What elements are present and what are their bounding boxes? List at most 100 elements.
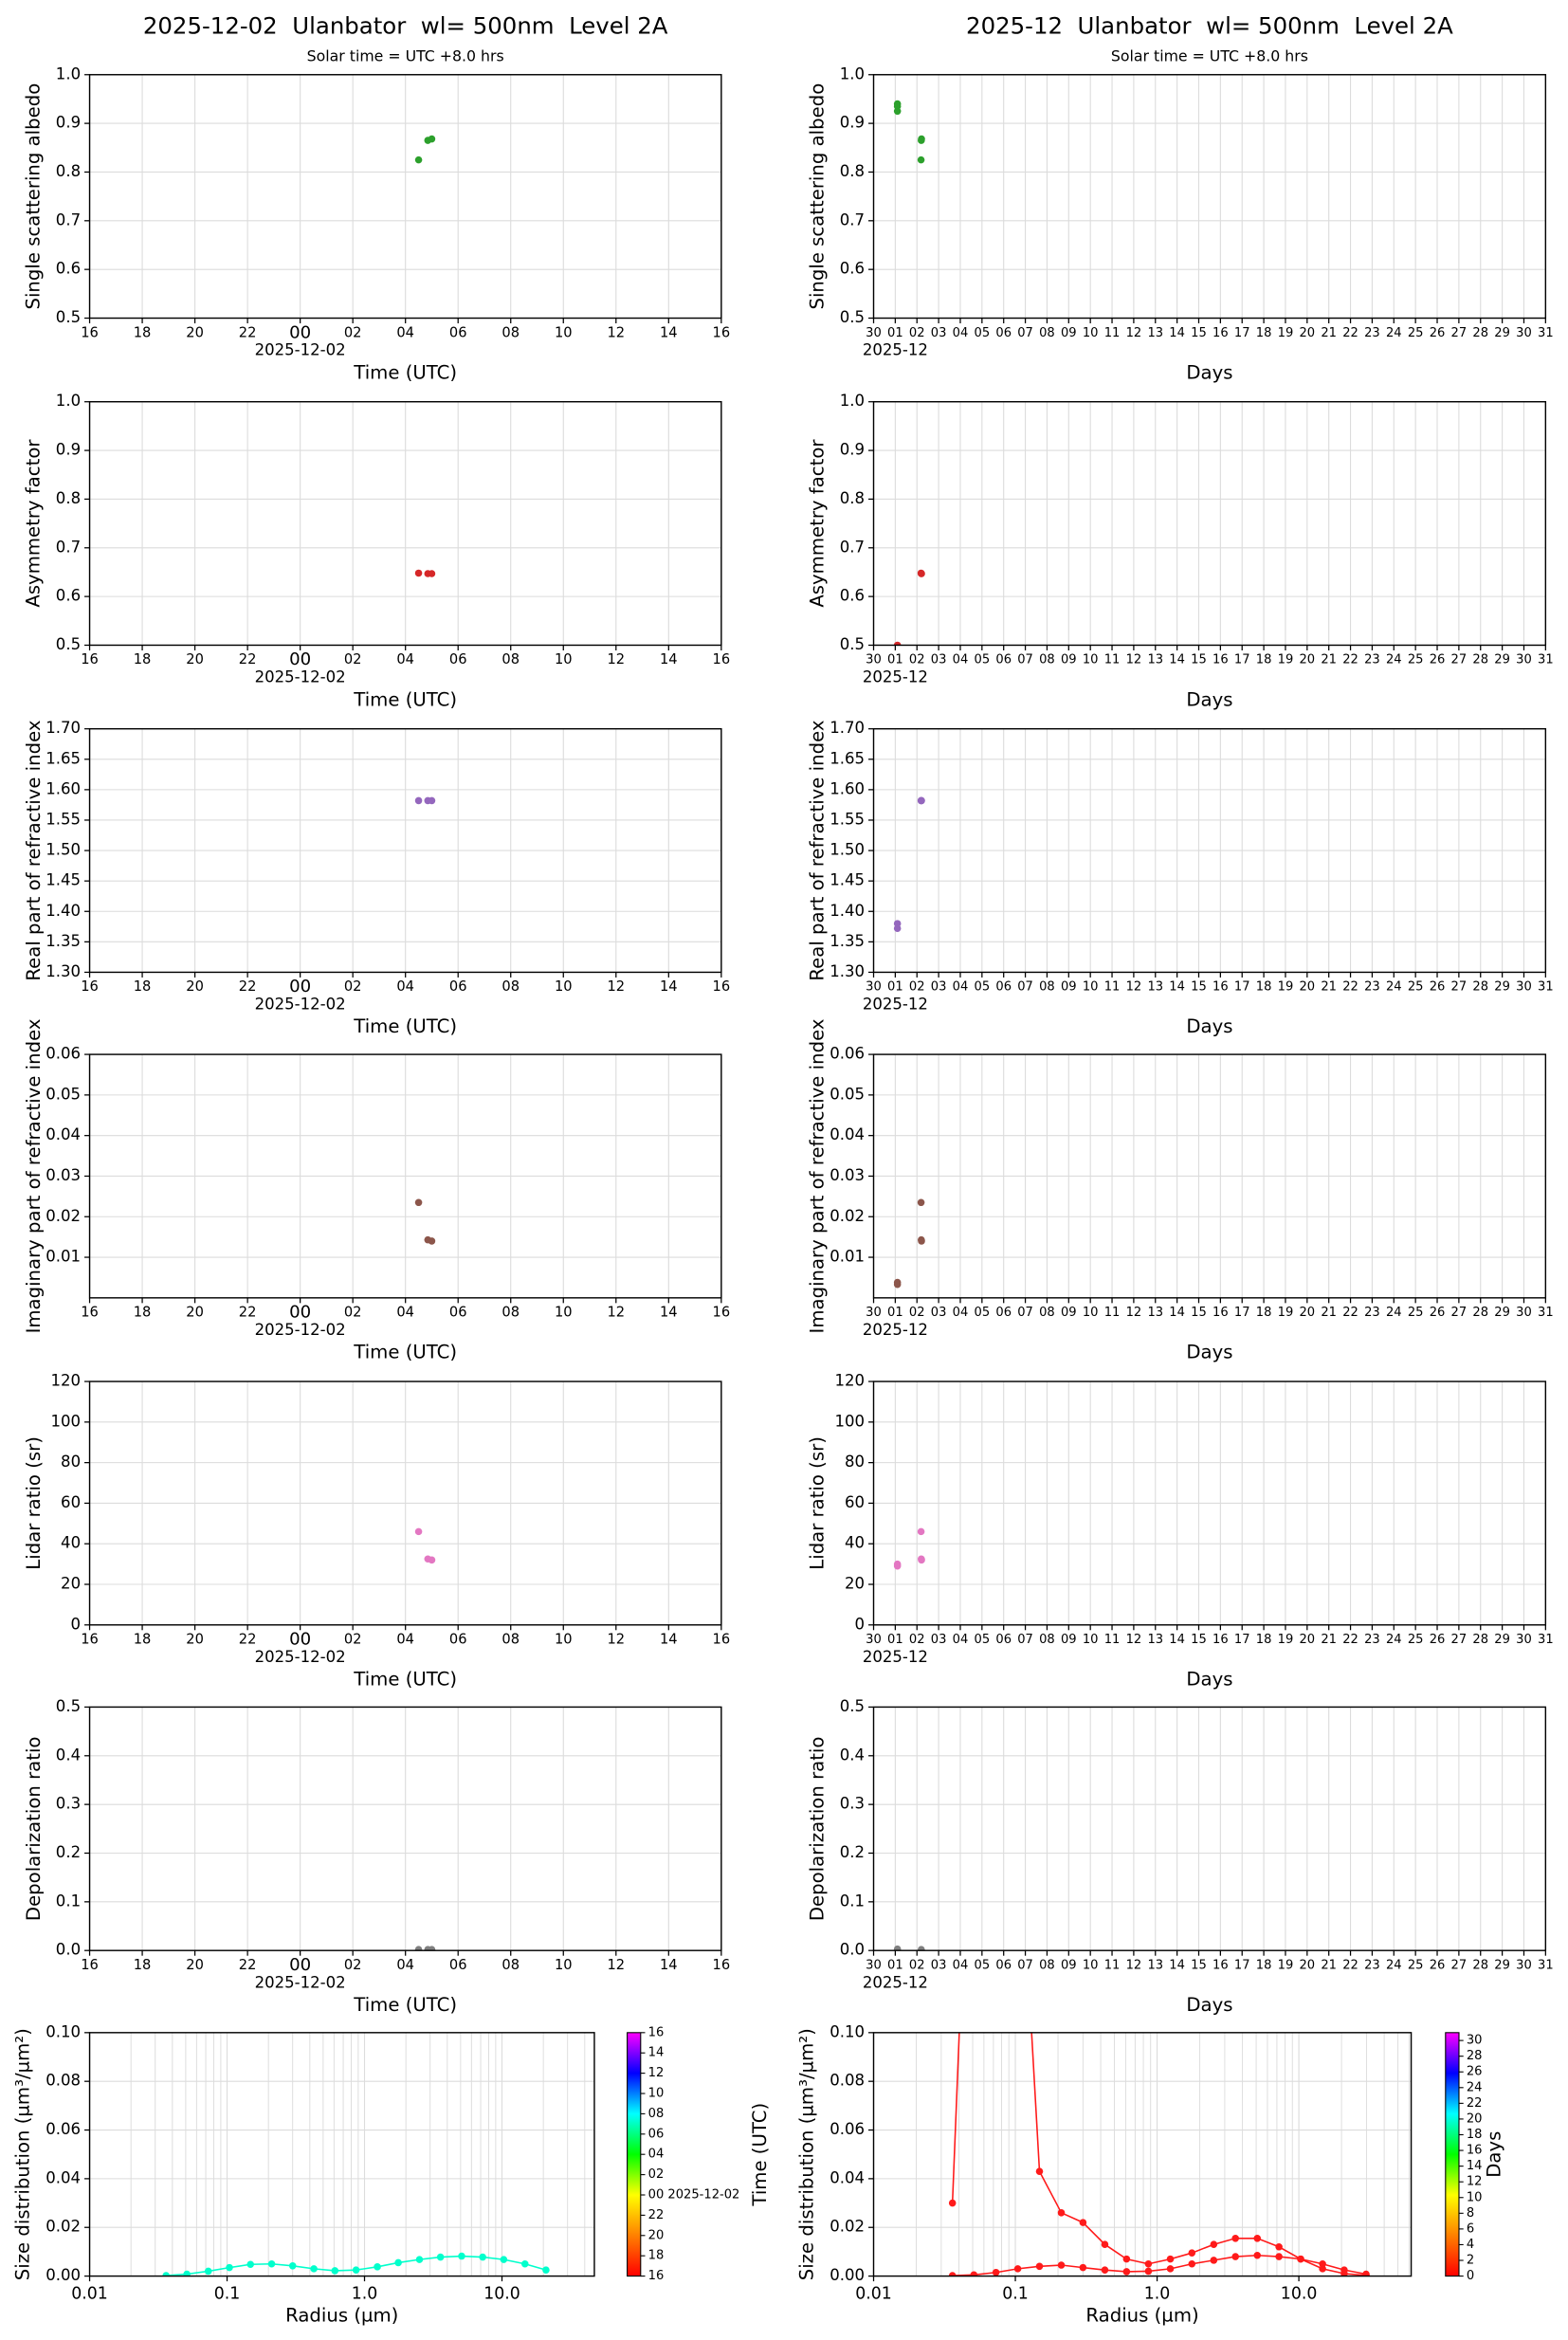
x-tick-label: 19 (1278, 653, 1294, 667)
x-tick-label: 27 (1451, 326, 1468, 340)
plot-area (414, 796, 436, 805)
y-tick-label: 40 (61, 1534, 81, 1552)
x-tick-label: 15 (1191, 1633, 1207, 1647)
y-tick-label: 0.7 (56, 538, 81, 556)
axes-frame (88, 74, 722, 320)
point (428, 570, 436, 577)
y-tick-label: 0.00 (46, 2266, 81, 2284)
x-tick-label: 06 (995, 1633, 1012, 1647)
x-tick-label: 26 (1430, 1633, 1446, 1647)
y-tick-label: 0.7 (840, 538, 865, 556)
x-tick-label: 04 (953, 1306, 969, 1320)
x-tick-label: 13 (1147, 1306, 1163, 1320)
x-date-label: 2025-12 (863, 996, 928, 1014)
colorbar-tick-label: 24 (1467, 2080, 1483, 2094)
y-tick-label: 60 (61, 1493, 81, 1511)
x-tick-label: 23 (1364, 1306, 1380, 1320)
panel: 2025-12-02 Ulanbator wl= 500nm Level 2A S… (23, 11, 730, 383)
y-tick-label: 0.03 (46, 1166, 81, 1184)
x-tick-label: 30 (866, 326, 882, 340)
x-tick-label: 01 (887, 980, 903, 995)
panel: 30 01 02 03 04 05 06 07 08 09 10 11 12 13 14 15 16 17 18 19… (807, 719, 1554, 1037)
y-axis-label: Lidar ratio (sr) (23, 1436, 45, 1570)
x-tick-label: 13 (1147, 980, 1163, 995)
x-date-label: 2025-12-02 (255, 668, 346, 686)
y-tick-label: 0.6 (840, 260, 865, 278)
point (428, 1237, 436, 1245)
x-tick-label: 27 (1451, 1306, 1468, 1320)
colorbar-tick-label: 16 (1467, 2144, 1483, 2158)
size-point (226, 2263, 233, 2272)
colorbar (627, 2032, 642, 2277)
x-tick-label: 18 (1256, 1633, 1272, 1647)
x-tick-label: 08 (1039, 326, 1055, 340)
x-tick-label: 00 (289, 1303, 311, 1323)
x-tick-label: 26 (1430, 326, 1446, 340)
x-tick-label: 07 (1017, 1306, 1033, 1320)
x-tick-label: 14 (660, 651, 678, 667)
size-point (971, 1664, 978, 1672)
x-tick-label: 08 (501, 1632, 520, 1648)
x-tick-label: 30 (866, 1633, 882, 1647)
axes-frame (88, 727, 722, 974)
plot-area (414, 1527, 436, 1564)
x-tick-label: 10 (555, 978, 573, 995)
x-axis-label: Time (UTC) (353, 1669, 457, 1691)
colorbar-tick-label: 20 (648, 2228, 665, 2242)
x-tick-label: 16 (1212, 1958, 1229, 1972)
x-tick-label: 25 (1408, 653, 1424, 667)
x-tick-label: 08 (501, 978, 520, 995)
x-tick-label: 18 (134, 324, 152, 340)
x-tick-label: 10 (1083, 1958, 1099, 1972)
size-point (1014, 1785, 1022, 1793)
x-tick-label: 02 (344, 978, 362, 995)
x-tick-label: 02 (909, 980, 925, 995)
x-tick-label: 22 (239, 1305, 257, 1321)
x-tick-label: 16 (81, 978, 99, 995)
plot-area (414, 135, 436, 164)
colorbar-tick-label: 14 (648, 2046, 665, 2060)
x-tick-label: 29 (1494, 1633, 1510, 1647)
y-axis-label: Depolarization ratio (23, 1737, 45, 1922)
colorbar-tick-label: 18 (648, 2249, 665, 2263)
x-tick-label: 26 (1430, 1306, 1446, 1320)
size-point (394, 2258, 402, 2267)
x-tick-label: 02 (909, 1958, 925, 1972)
size-point (1210, 2257, 1218, 2264)
size-point (1144, 2259, 1153, 2268)
size-line (952, 2254, 1367, 2276)
x-tick-label: 17 (1234, 1633, 1250, 1647)
x-tick-label: 10 (555, 1632, 573, 1648)
x-tick-label: 16 (713, 651, 731, 667)
x-tick-label: 16 (1212, 326, 1229, 340)
x-tick-label: 06 (995, 653, 1012, 667)
size-point (500, 2256, 508, 2263)
x-tick-label: 08 (1039, 1306, 1055, 1320)
x-tick-label: 21 (1321, 980, 1337, 995)
x-tick-label: 21 (1321, 326, 1337, 340)
y-tick-label: 0.1 (56, 1892, 81, 1910)
size-point (1057, 2261, 1066, 2269)
x-tick-label: 13 (1147, 1633, 1163, 1647)
x-tick-label: 07 (1017, 980, 1033, 995)
x-tick-label: 01 (887, 326, 903, 340)
x-tick-label: 28 (1472, 1306, 1488, 1320)
y-tick-label: 0.10 (830, 2022, 865, 2040)
x-tick-label: 22 (1342, 1633, 1358, 1647)
point (893, 1945, 902, 1951)
x-tick-label: 09 (1061, 1306, 1077, 1320)
size-point (1297, 2255, 1304, 2263)
y-axis-label: Lidar ratio (sr) (807, 1436, 829, 1570)
y-tick-label: 0.7 (56, 210, 81, 229)
x-tick-label: 16 (1212, 980, 1229, 995)
size-point (1275, 2242, 1283, 2251)
x-tick-label: 06 (449, 1957, 467, 1973)
x-tick-label: 03 (931, 980, 947, 995)
y-tick-label: 120 (835, 1372, 866, 1390)
x-tick-label: 31 (1538, 1633, 1554, 1647)
x-tick-label: 07 (1017, 1633, 1033, 1647)
x-tick-label: 21 (1321, 1306, 1337, 1320)
x-tick-label: 30 (1516, 326, 1532, 340)
y-tick-label: 1.35 (830, 932, 865, 950)
